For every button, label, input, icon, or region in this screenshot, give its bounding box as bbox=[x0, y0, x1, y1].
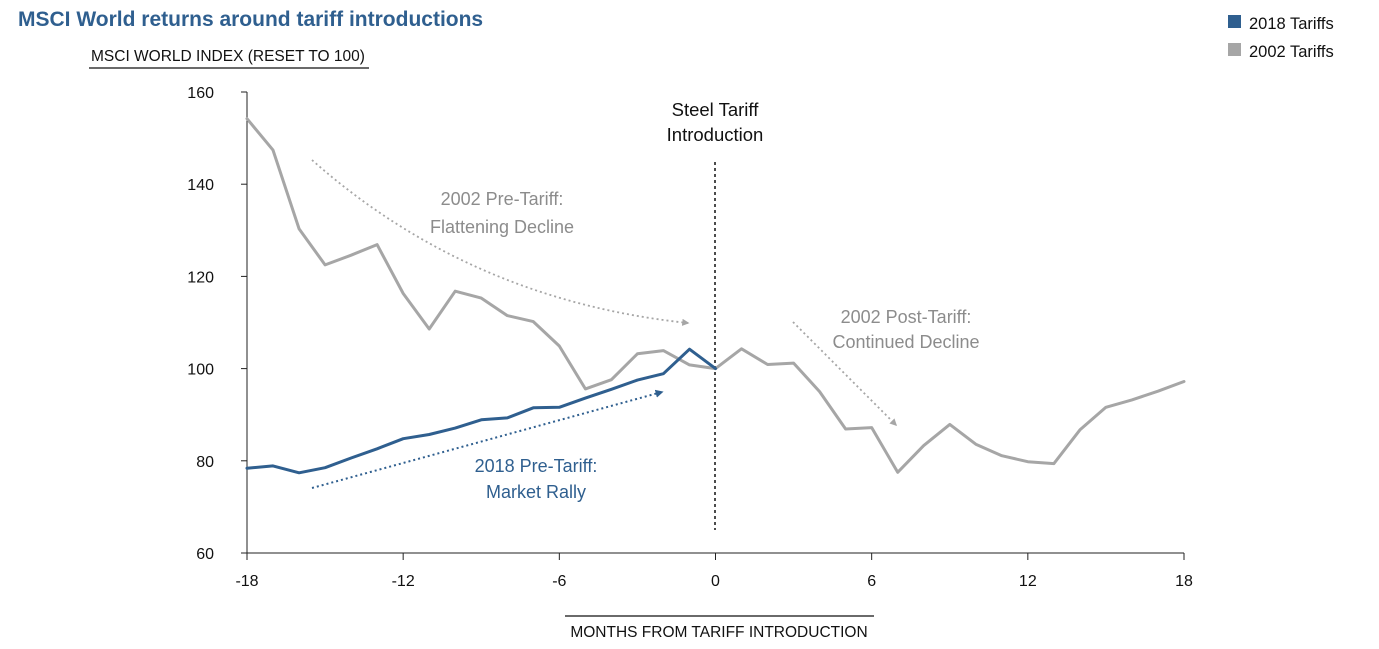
pre-2018-arrow bbox=[311, 389, 664, 489]
y-tick-label: 120 bbox=[187, 269, 214, 286]
x-tick-label: 6 bbox=[867, 573, 876, 590]
y-tick-label: 100 bbox=[187, 362, 214, 379]
y-tick-label: 80 bbox=[196, 454, 214, 471]
x-tick-label: -12 bbox=[392, 573, 415, 590]
pre-2002-arrow bbox=[311, 159, 690, 326]
y-ticks: 60 80 100 120 140 160 bbox=[187, 85, 247, 563]
post-2002-arrow bbox=[792, 321, 898, 427]
series-line-2018-tariffs bbox=[245, 347, 717, 475]
legend-label-2002: 2002 Tariffs bbox=[1249, 43, 1334, 61]
y-tick-label: 160 bbox=[187, 85, 214, 102]
legend: 2018 Tariffs 2002 Tariffs bbox=[1228, 15, 1334, 61]
y-axis-label: MSCI WORLD INDEX (RESET TO 100) bbox=[91, 48, 365, 65]
x-tick-label: -18 bbox=[235, 573, 258, 590]
x-ticks: -18 -12 -6 0 6 12 18 bbox=[235, 553, 1193, 590]
legend-swatch-2002 bbox=[1228, 43, 1241, 56]
steel-tariff-label-line1: Steel Tariff bbox=[672, 99, 760, 120]
annotations: Steel Tariff Introduction 2002 Pre-Tarif… bbox=[311, 99, 980, 502]
x-tick-label: -6 bbox=[552, 573, 566, 590]
x-tick-label: 18 bbox=[1175, 573, 1193, 590]
chart-title: MSCI World returns around tariff introdu… bbox=[18, 8, 483, 31]
axes: 60 80 100 120 140 160 -18 -12 -6 0 6 12 18 bbox=[187, 85, 1193, 590]
series-layer bbox=[245, 117, 1186, 475]
post-2002-label-line1: 2002 Post-Tariff: bbox=[841, 307, 972, 327]
y-tick-label: 140 bbox=[187, 177, 214, 194]
pre-2002-label-line2: Flattening Decline bbox=[430, 217, 574, 237]
x-tick-label: 0 bbox=[711, 573, 720, 590]
legend-label-2018: 2018 Tariffs bbox=[1249, 15, 1334, 33]
x-axis-label: MONTHS FROM TARIFF INTRODUCTION bbox=[570, 624, 867, 641]
legend-swatch-2018 bbox=[1228, 15, 1241, 28]
x-tick-label: 12 bbox=[1019, 573, 1037, 590]
pre-2018-label-line1: 2018 Pre-Tariff: bbox=[475, 456, 598, 476]
y-tick-label: 60 bbox=[196, 546, 214, 563]
post-2002-label-line2: Continued Decline bbox=[832, 332, 979, 352]
steel-tariff-label-line2: Introduction bbox=[667, 124, 764, 145]
pre-2002-label-line1: 2002 Pre-Tariff: bbox=[441, 189, 564, 209]
pre-2018-label-line2: Market Rally bbox=[486, 482, 586, 502]
